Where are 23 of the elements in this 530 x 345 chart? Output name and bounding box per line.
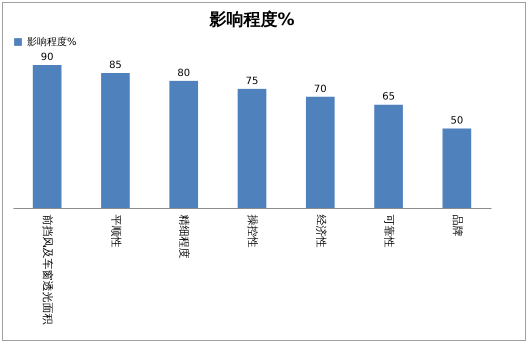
bar <box>442 128 472 208</box>
bar <box>32 65 62 208</box>
x-tick-label: 可靠性 <box>382 214 396 248</box>
data-label: 70 <box>314 84 327 95</box>
bar <box>101 72 130 208</box>
bar <box>306 96 335 208</box>
x-tick-label: 品牌 <box>450 214 464 236</box>
x-tick-label: 精细程度 <box>178 214 191 258</box>
bar <box>374 104 403 208</box>
data-label: 90 <box>40 52 54 63</box>
data-label: 75 <box>246 76 258 87</box>
x-tick-label: 平顺性 <box>109 214 122 248</box>
x-tick-label: 经济性 <box>314 214 328 248</box>
bar <box>238 88 266 208</box>
data-label: 50 <box>450 116 464 127</box>
legend-label: 影响程度% <box>27 36 77 48</box>
x-tick-label: 操控性 <box>246 214 259 248</box>
bar <box>169 80 198 208</box>
data-label: 80 <box>177 68 190 79</box>
x-tick-label: 前挡风及车窗透光面积 <box>41 214 54 324</box>
data-label: 85 <box>109 60 122 71</box>
data-label: 65 <box>382 92 395 103</box>
chart-title: 影响程度% <box>208 10 295 30</box>
